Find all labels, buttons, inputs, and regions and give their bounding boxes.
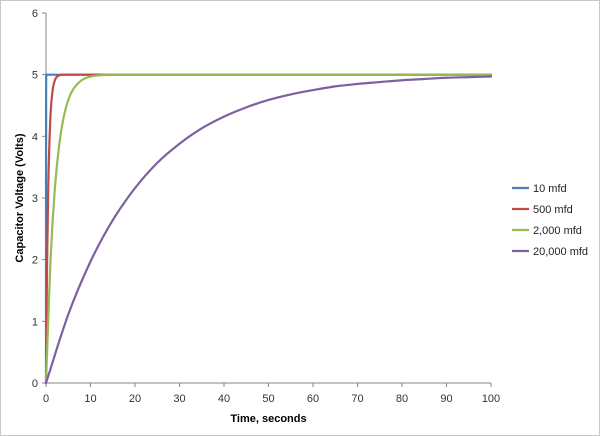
- series-line-1: [44, 73, 493, 385]
- y-tick-label: 4: [32, 131, 38, 143]
- legend-item: 10 mfd: [512, 183, 567, 195]
- series-line-3: [44, 73, 493, 385]
- y-tick-label: 2: [32, 255, 38, 267]
- legend-item: 500 mfd: [512, 204, 573, 216]
- legend-item: 2,000 mfd: [512, 225, 582, 237]
- series-line-4: [44, 75, 493, 385]
- y-tick-label: 3: [32, 193, 38, 205]
- x-tick-labels: 0 10 20 30 40 50 60 70 80 90 100: [43, 383, 500, 405]
- y-tick-label: 6: [32, 8, 38, 20]
- legend-label: 500 mfd: [533, 204, 573, 216]
- y-tick-label: 1: [32, 316, 38, 328]
- x-tick-label: 100: [482, 393, 500, 405]
- axes: [45, 13, 491, 384]
- legend-label: 20,000 mfd: [533, 246, 588, 258]
- legend-label: 10 mfd: [533, 183, 567, 195]
- x-tick-label: 50: [262, 393, 274, 405]
- y-tick-label: 5: [32, 70, 38, 82]
- y-axis-title: Capacitor Voltage (Volts): [14, 133, 26, 263]
- x-tick-label: 0: [43, 393, 49, 405]
- x-tick-label: 70: [351, 393, 363, 405]
- x-tick-label: 20: [129, 393, 141, 405]
- x-axis-title: Time, seconds: [230, 413, 306, 425]
- legend-label: 2,000 mfd: [533, 225, 582, 237]
- x-tick-label: 60: [307, 393, 319, 405]
- y-tick-label: 0: [32, 378, 38, 390]
- y-tick-labels: 0 1 2 3 4 5 6: [32, 8, 46, 390]
- legend-item: 20,000 mfd: [512, 246, 588, 258]
- x-tick-label: 80: [396, 393, 408, 405]
- series-lines: [44, 73, 493, 385]
- x-tick-label: 30: [173, 393, 185, 405]
- x-tick-label: 90: [440, 393, 452, 405]
- x-tick-label: 40: [218, 393, 230, 405]
- legend: 10 mfd 500 mfd 2,000 mfd 20,000 mfd: [512, 183, 588, 258]
- x-tick-label: 10: [84, 393, 96, 405]
- series-line-2: [44, 73, 493, 385]
